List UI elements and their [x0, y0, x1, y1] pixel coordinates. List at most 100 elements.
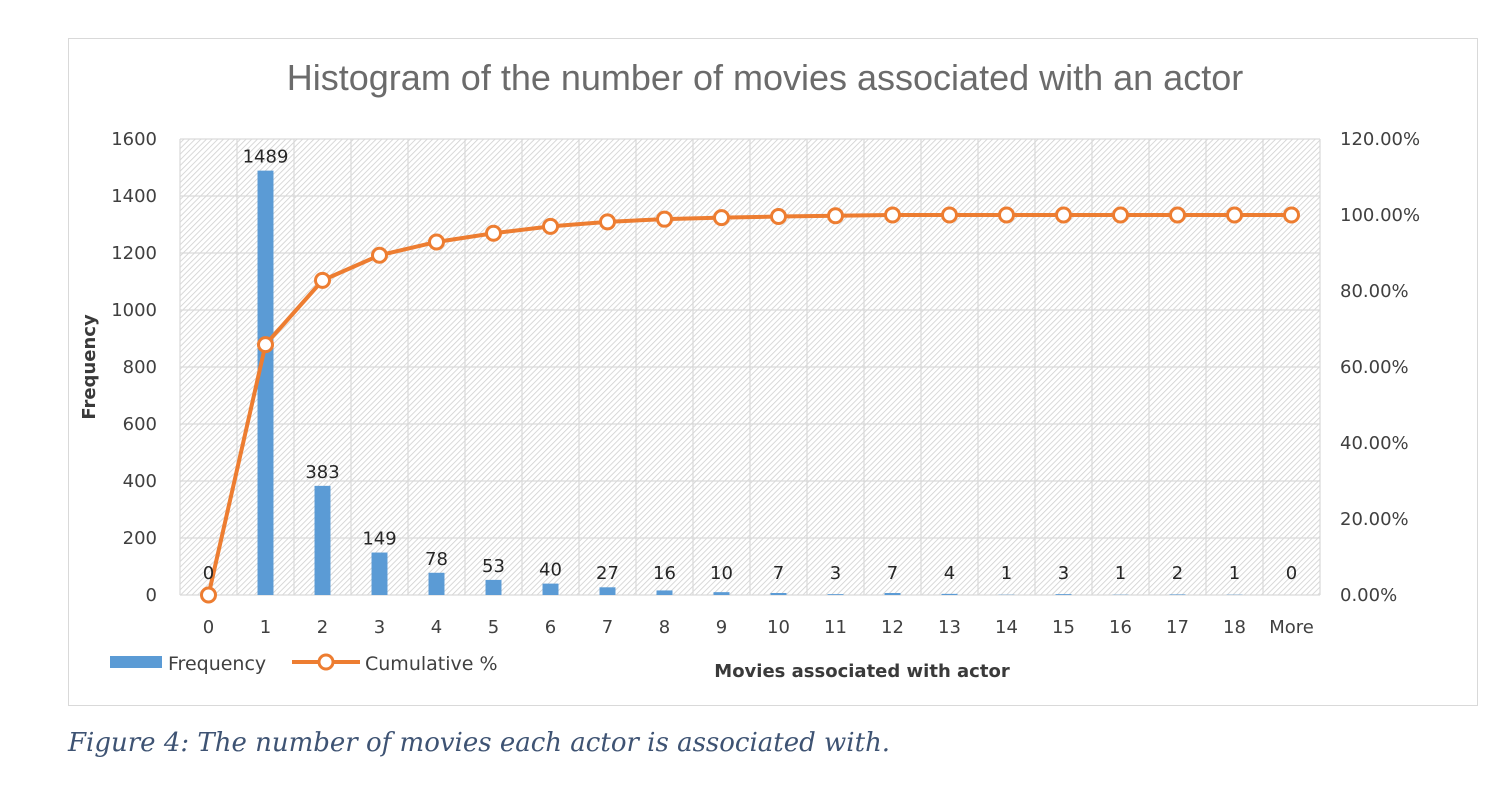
frequency-bar — [428, 572, 445, 595]
cumulative-point — [257, 336, 274, 354]
y-tick-label: 1000 — [111, 300, 157, 321]
bar-data-label: 383 — [305, 462, 339, 483]
frequency-bar — [257, 170, 274, 595]
x-tick-label: 14 — [995, 617, 1018, 638]
x-tick-label: 13 — [938, 617, 961, 638]
cumulative-point — [827, 207, 844, 225]
y-tick-label: 600 — [123, 414, 157, 435]
cumulative-point — [1112, 206, 1129, 224]
cumulative-point — [884, 206, 901, 224]
x-tick-label: 15 — [1052, 617, 1075, 638]
cumulative-point — [1169, 206, 1186, 224]
bar-data-label: 1 — [1115, 563, 1126, 584]
chart-title: Histogram of the number of movies associ… — [287, 57, 1243, 98]
bar-data-label: 7 — [773, 563, 784, 584]
bar-data-label: 40 — [539, 560, 562, 581]
x-axis-title: Movies associated with actor — [714, 661, 1010, 682]
frequency-bar — [1169, 594, 1186, 595]
x-tick-label: 3 — [374, 617, 385, 638]
y2-tick-label: 80.00% — [1340, 281, 1409, 302]
bar-data-label: 78 — [425, 549, 448, 570]
bar-data-label: 10 — [710, 563, 733, 584]
frequency-bar — [770, 593, 787, 595]
x-tick-label: 2 — [317, 617, 328, 638]
bar-data-label: 16 — [653, 563, 676, 584]
frequency-bar — [884, 593, 901, 595]
x-tick-label: 4 — [431, 617, 442, 638]
x-tick-label: 10 — [767, 617, 790, 638]
bar-data-label: 1489 — [243, 147, 289, 168]
frequency-bar — [485, 579, 502, 595]
x-tick-label: 18 — [1223, 617, 1246, 638]
x-tick-label: 17 — [1166, 617, 1189, 638]
x-tick-label: 6 — [545, 617, 556, 638]
x-tick-label: More — [1269, 617, 1314, 638]
x-tick-label: 0 — [203, 617, 214, 638]
x-tick-label: 11 — [824, 617, 847, 638]
bar-data-label: 0 — [1286, 563, 1297, 584]
bar-data-label: 149 — [362, 529, 396, 550]
cumulative-point — [941, 206, 958, 224]
frequency-bar — [599, 587, 616, 595]
cumulative-point — [713, 209, 730, 227]
y2-tick-label: 100.00% — [1340, 205, 1420, 226]
legend-cumulative-label: Cumulative % — [365, 653, 498, 675]
cumulative-line — [206, 213, 1292, 596]
cumulative-point — [998, 206, 1015, 224]
y2-tick-label: 0.00% — [1340, 585, 1397, 606]
y-tick-label: 1600 — [111, 129, 157, 150]
x-tick-label: 1 — [260, 617, 271, 638]
figure-caption: Figure 4: The number of movies each acto… — [68, 728, 891, 758]
cumulative-point — [1283, 206, 1300, 224]
x-tick-label: 8 — [659, 617, 670, 638]
legend-bar-swatch — [110, 656, 162, 668]
frequency-bar — [656, 590, 673, 595]
bar-data-label: 27 — [596, 563, 619, 584]
legend-frequency-label: Frequency — [168, 653, 266, 675]
bar-data-label: 7 — [887, 563, 898, 584]
bar-data-label: 1 — [1229, 563, 1240, 584]
cumulative-point — [656, 210, 673, 228]
frequency-bar — [371, 552, 388, 595]
x-tick-label: 16 — [1109, 617, 1132, 638]
x-tick-label: 12 — [881, 617, 904, 638]
bar-data-label: 0 — [203, 563, 214, 584]
cumulative-point — [599, 213, 616, 231]
cumulative-point — [371, 246, 388, 264]
frequency-bar — [713, 592, 730, 595]
y-tick-label: 200 — [123, 528, 157, 549]
x-tick-label: 9 — [716, 617, 727, 638]
cumulative-point — [485, 224, 502, 242]
x-tick-label: 5 — [488, 617, 499, 638]
y-tick-label: 0 — [146, 585, 157, 606]
frequency-bar — [827, 594, 844, 595]
cumulative-point — [542, 217, 559, 235]
frequency-bar — [941, 593, 958, 595]
frequency-bar — [314, 485, 331, 595]
bar-data-label: 4 — [944, 563, 955, 584]
y2-tick-label: 20.00% — [1340, 509, 1409, 530]
y2-tick-label: 120.00% — [1340, 129, 1420, 150]
y2-tick-label: 60.00% — [1340, 357, 1409, 378]
cumulative-point — [770, 208, 787, 226]
y-tick-label: 1200 — [111, 243, 157, 264]
y-tick-label: 400 — [123, 471, 157, 492]
y-axis-title: Frequency — [79, 314, 100, 420]
legend-line-marker — [317, 653, 335, 671]
bar-data-label: 3 — [830, 563, 841, 584]
bar-data-label: 3 — [1058, 563, 1069, 584]
cumulative-point — [1226, 206, 1243, 224]
cumulative-point — [200, 586, 217, 604]
y2-tick-label: 40.00% — [1340, 433, 1409, 454]
cumulative-point — [1055, 206, 1072, 224]
x-tick-label: 7 — [602, 617, 613, 638]
frequency-bar — [542, 583, 559, 595]
y-tick-label: 800 — [123, 357, 157, 378]
cumulative-point — [314, 271, 331, 289]
legend: Frequency Cumulative % — [110, 653, 498, 675]
y-tick-label: 1400 — [111, 186, 157, 207]
bar-data-label: 2 — [1172, 563, 1183, 584]
bar-data-label: 1 — [1001, 563, 1012, 584]
bar-data-label: 53 — [482, 556, 505, 577]
